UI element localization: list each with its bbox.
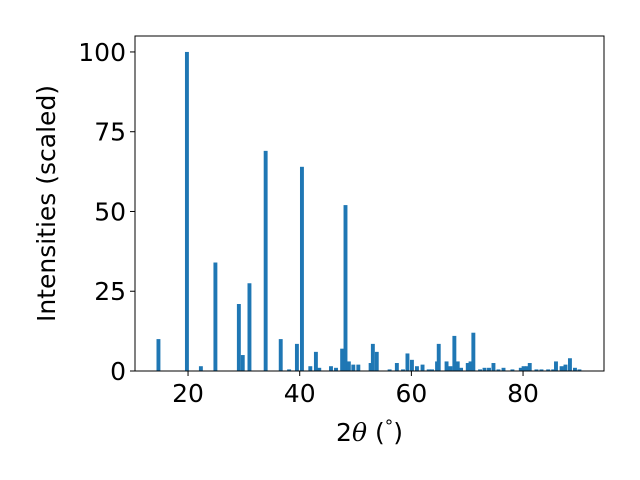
bar xyxy=(401,369,405,371)
bar xyxy=(198,366,203,371)
bar xyxy=(487,367,491,371)
bar xyxy=(247,283,252,371)
bar xyxy=(525,366,529,371)
y-tick-label: 100 xyxy=(78,38,126,67)
x-axis-label: 2θ (°) xyxy=(336,417,403,447)
bar xyxy=(577,369,582,371)
bar xyxy=(426,369,431,371)
bar xyxy=(236,304,241,371)
bar xyxy=(340,348,345,371)
bar xyxy=(551,369,556,371)
bar xyxy=(521,366,526,371)
x-tick-label: 40 xyxy=(284,379,316,408)
bar xyxy=(356,364,361,371)
bar xyxy=(567,358,572,371)
bar xyxy=(343,205,348,371)
bar xyxy=(346,361,351,371)
y-tick-label: 50 xyxy=(94,197,126,226)
bar xyxy=(409,359,414,371)
bar xyxy=(539,369,544,371)
bar xyxy=(452,335,457,371)
bar xyxy=(405,353,410,371)
bar xyxy=(546,369,551,371)
bar xyxy=(387,369,392,371)
bar xyxy=(518,367,523,371)
bar xyxy=(510,369,515,371)
bars-group xyxy=(156,51,582,371)
bar xyxy=(534,369,539,371)
bar xyxy=(394,363,399,371)
bar xyxy=(554,361,558,371)
y-axis-label: Intensities (scaled) xyxy=(32,85,61,322)
bar xyxy=(430,369,434,371)
bar xyxy=(455,361,460,371)
bar xyxy=(351,364,356,371)
bar xyxy=(313,351,318,371)
bar xyxy=(471,332,476,371)
bar xyxy=(448,366,453,371)
bar xyxy=(527,363,532,371)
bar xyxy=(482,367,487,371)
bar xyxy=(317,367,322,371)
bar xyxy=(465,363,470,371)
bar xyxy=(559,366,564,371)
bar xyxy=(563,364,568,371)
bar xyxy=(278,339,283,371)
bar xyxy=(287,369,292,371)
bar xyxy=(308,366,313,371)
x-tick-label: 20 xyxy=(172,379,204,408)
bar xyxy=(420,364,425,371)
y-tick-label: 75 xyxy=(94,118,126,147)
bar xyxy=(459,367,464,371)
bar xyxy=(156,339,161,371)
x-axis-ticks: 20 40 60 80 xyxy=(172,371,539,408)
bar xyxy=(299,166,304,371)
y-tick-label: 0 xyxy=(110,357,126,386)
y-axis-ticks: 0 25 50 75 100 xyxy=(78,38,135,386)
x-tick-label: 60 xyxy=(395,379,427,408)
y-tick-label: 25 xyxy=(94,277,126,306)
bar xyxy=(329,366,333,371)
bar xyxy=(263,150,268,371)
bar xyxy=(240,355,245,371)
bar xyxy=(415,366,419,371)
x-tick-label: 80 xyxy=(507,379,539,408)
bar xyxy=(368,363,373,371)
bar xyxy=(478,369,483,371)
bar xyxy=(496,369,501,371)
bar xyxy=(213,262,218,371)
plot-frame xyxy=(134,35,605,372)
bar xyxy=(468,361,473,371)
bar xyxy=(491,363,496,371)
bar xyxy=(436,343,441,371)
bar xyxy=(294,343,299,371)
bar xyxy=(370,343,375,371)
bar xyxy=(334,367,338,371)
bar xyxy=(374,351,379,371)
bar xyxy=(501,367,506,371)
bar xyxy=(444,361,449,371)
bar xyxy=(184,51,189,371)
bar xyxy=(573,367,577,371)
